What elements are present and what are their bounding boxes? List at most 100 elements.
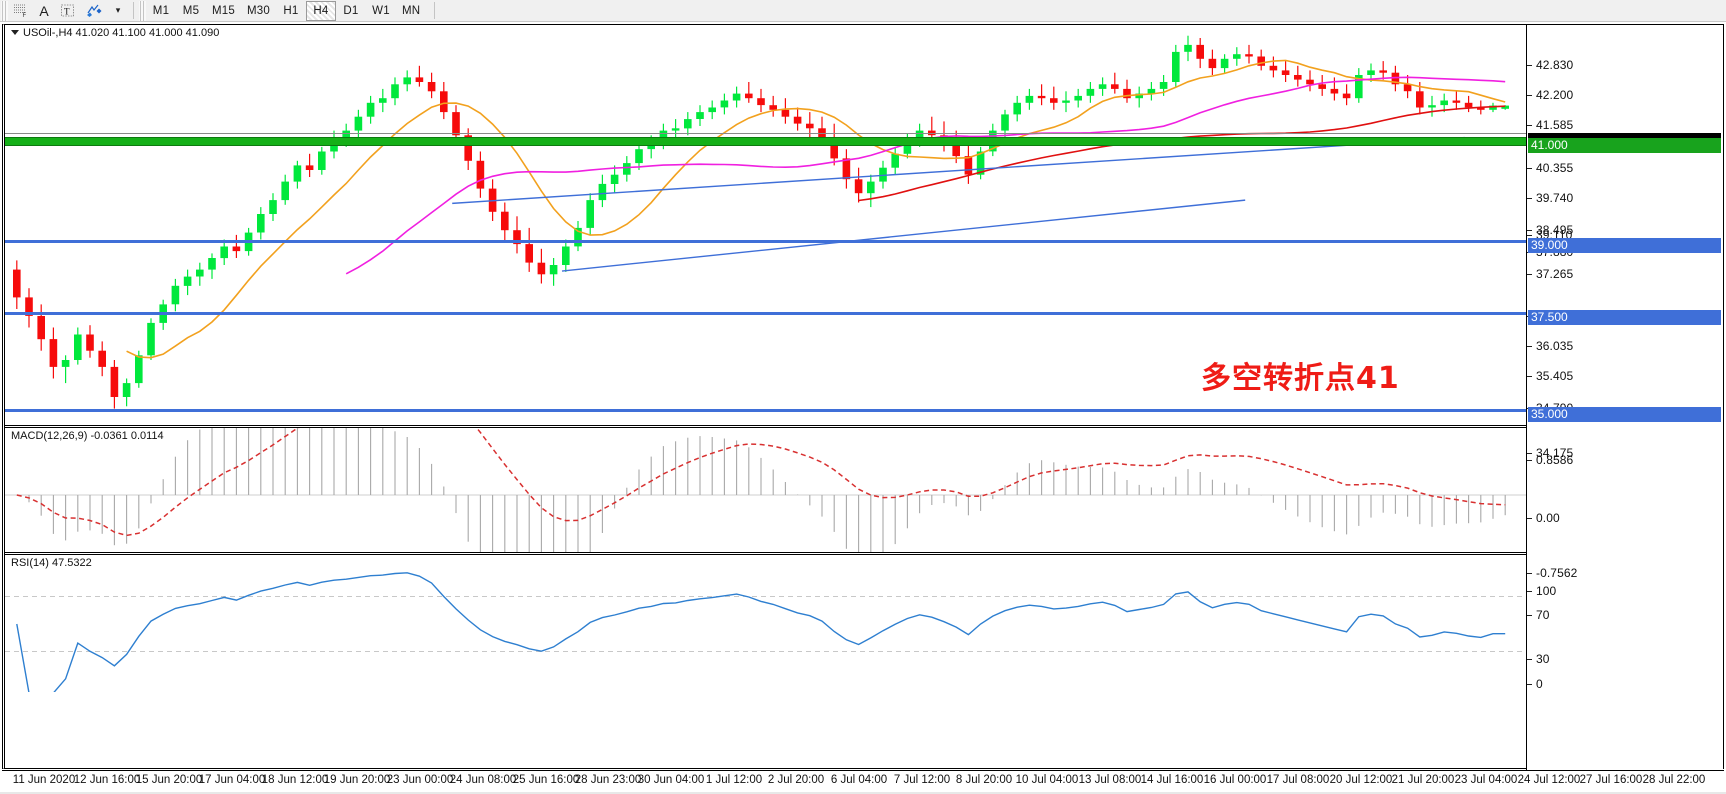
- tick-label: 100: [1536, 584, 1557, 598]
- tick-dash: [1527, 591, 1532, 592]
- rsi-header: RSI(14) 47.5322: [11, 557, 92, 569]
- current-price-line: [5, 133, 1530, 134]
- tick-label: 70: [1536, 608, 1550, 622]
- time-label: 12 Jun 16:00: [73, 774, 141, 786]
- tick-label: 36.035: [1536, 339, 1574, 353]
- macd-header: MACD(12,26,9) -0.0361 0.0114: [11, 430, 164, 442]
- window-bottom-strip: [0, 792, 1726, 794]
- tick-dash: [1527, 573, 1532, 574]
- tick-label: -0.7562: [1536, 566, 1578, 580]
- level-tag-39-000[interactable]: 39.000: [1528, 238, 1721, 253]
- chevron-down-icon[interactable]: ▾: [115, 5, 121, 15]
- price-scale[interactable]: 42.830 42.200 41.585 40.355: [1526, 25, 1723, 770]
- timeframe-w1[interactable]: W1: [372, 4, 390, 17]
- time-label: 18 Jun 12:00: [261, 774, 329, 786]
- svg-text:T: T: [64, 7, 70, 17]
- timeframe-grip[interactable]: [139, 0, 146, 21]
- tick-label: 34.175: [1536, 446, 1574, 460]
- time-label: 11 Jun 2020: [12, 774, 76, 786]
- tick-label: 40.355: [1536, 161, 1574, 175]
- tick-label: 35.405: [1536, 369, 1574, 383]
- time-axis[interactable]: 11 Jun 2020 12 Jun 16:00 15 Jun 20:00 17 Ju…: [2, 770, 1724, 792]
- price-pane[interactable]: USOil-,H4 41.020 41.100 41.000 41.090 多空…: [5, 25, 1723, 426]
- time-label: 16 Jul 00:00: [1203, 774, 1267, 786]
- tick-label: 39.740: [1536, 191, 1574, 205]
- macd-series: [5, 428, 1530, 552]
- timeframe-mn[interactable]: MN: [401, 4, 421, 17]
- toolbar: F A T ▾ M1 M5 M15 M30 H1 H4 D1 W1 MN: [0, 0, 1726, 22]
- time-label: 21 Jul 20:00: [1391, 774, 1455, 786]
- toolbar-grip[interactable]: [1, 0, 8, 21]
- time-label: 15 Jun 20:00: [135, 774, 203, 786]
- tick-dash: [1527, 65, 1532, 66]
- symbol-header[interactable]: USOil-,H4 41.020 41.100 41.000 41.090: [11, 27, 219, 39]
- time-label: 2 Jul 20:00: [767, 774, 825, 786]
- tick-label: 0.00: [1536, 511, 1560, 525]
- time-label: 27 Jul 16:00: [1579, 774, 1643, 786]
- time-label: 14 Jul 16:00: [1140, 774, 1204, 786]
- time-label: 20 Jul 12:00: [1329, 774, 1393, 786]
- tick-label: 30: [1536, 652, 1550, 666]
- timeframe-m15[interactable]: M15: [212, 4, 235, 17]
- time-label: 10 Jul 04:00: [1015, 774, 1079, 786]
- rsi-pane[interactable]: RSI(14) 47.5322: [5, 554, 1723, 692]
- time-label: 23 Jun 00:00: [386, 774, 454, 786]
- macd-pane[interactable]: MACD(12,26,9) -0.0361 0.0114: [5, 427, 1723, 553]
- price-plot[interactable]: 多空转折点41: [5, 25, 1530, 425]
- timeframe-m5[interactable]: M5: [182, 4, 200, 17]
- tick-label: 37.265: [1536, 267, 1574, 281]
- text-label-icon[interactable]: T: [55, 1, 80, 21]
- level-tag-35-000[interactable]: 35.000: [1528, 407, 1721, 422]
- tick-dash: [1527, 346, 1532, 347]
- tick-dash: [1527, 460, 1532, 461]
- chevron-down-icon[interactable]: [11, 30, 19, 35]
- level-tag-37-500[interactable]: 37.500: [1528, 310, 1721, 325]
- level-line-41000[interactable]: [5, 137, 1530, 146]
- toolbar-divider: [133, 2, 134, 19]
- time-label: 6 Jul 04:00: [830, 774, 888, 786]
- objects-icon[interactable]: [80, 1, 107, 21]
- chart-annotation[interactable]: 多空转折点41: [1201, 361, 1400, 396]
- timeframe-h4[interactable]: H4: [305, 0, 336, 21]
- level-line-35000[interactable]: [5, 409, 1530, 412]
- time-label: 7 Jul 12:00: [893, 774, 951, 786]
- time-label: 25 Jun 16:00: [512, 774, 580, 786]
- time-label: 17 Jun 04:00: [198, 774, 266, 786]
- time-label: 28 Jun 23:00: [574, 774, 642, 786]
- time-label: 13 Jul 08:00: [1078, 774, 1142, 786]
- current-price-tag[interactable]: 41.000: [1528, 138, 1721, 153]
- toolbar-divider-2: [434, 2, 436, 19]
- time-label: 1 Jul 12:00: [705, 774, 763, 786]
- level-line-37500[interactable]: [5, 312, 1530, 315]
- time-label: 28 Jul 22:00: [1642, 774, 1706, 786]
- tick-dash: [1527, 684, 1532, 685]
- crosshair-f-icon[interactable]: F: [8, 1, 33, 21]
- timeframe-m1[interactable]: M1: [152, 4, 170, 17]
- tick-label: 42.830: [1536, 58, 1574, 72]
- tick-dash: [1527, 274, 1532, 275]
- tick-dash: [1527, 198, 1532, 199]
- svg-text:F: F: [23, 13, 27, 19]
- tick-label: 42.200: [1536, 88, 1574, 102]
- tick-label: 41.585: [1536, 118, 1574, 132]
- tick-label: 38.495: [1536, 223, 1574, 237]
- tick-label: 0: [1536, 677, 1543, 691]
- tick-dash: [1527, 235, 1532, 236]
- level-line-39000[interactable]: [5, 240, 1530, 243]
- time-label: 24 Jun 08:00: [449, 774, 517, 786]
- macd-plot[interactable]: [5, 428, 1530, 552]
- level-line-41000-edge-bottom: [5, 145, 1530, 146]
- tick-dash: [1527, 168, 1532, 169]
- timeframe-d1[interactable]: D1: [343, 4, 359, 17]
- rsi-series: [5, 572, 1530, 692]
- chart-frame: USOil-,H4 41.020 41.100 41.000 41.090 多空…: [2, 24, 1724, 770]
- timeframe-m30[interactable]: M30: [246, 4, 270, 17]
- rsi-plot[interactable]: [5, 555, 1530, 692]
- timeframe-h1[interactable]: H1: [283, 4, 299, 17]
- text-a-icon[interactable]: A: [39, 2, 49, 19]
- tick-dash: [1527, 518, 1532, 519]
- time-label: 8 Jul 20:00: [955, 774, 1013, 786]
- price-candles: [13, 35, 1509, 409]
- symbol-ohlc-text: USOil-,H4 41.020 41.100 41.000 41.090: [23, 27, 220, 39]
